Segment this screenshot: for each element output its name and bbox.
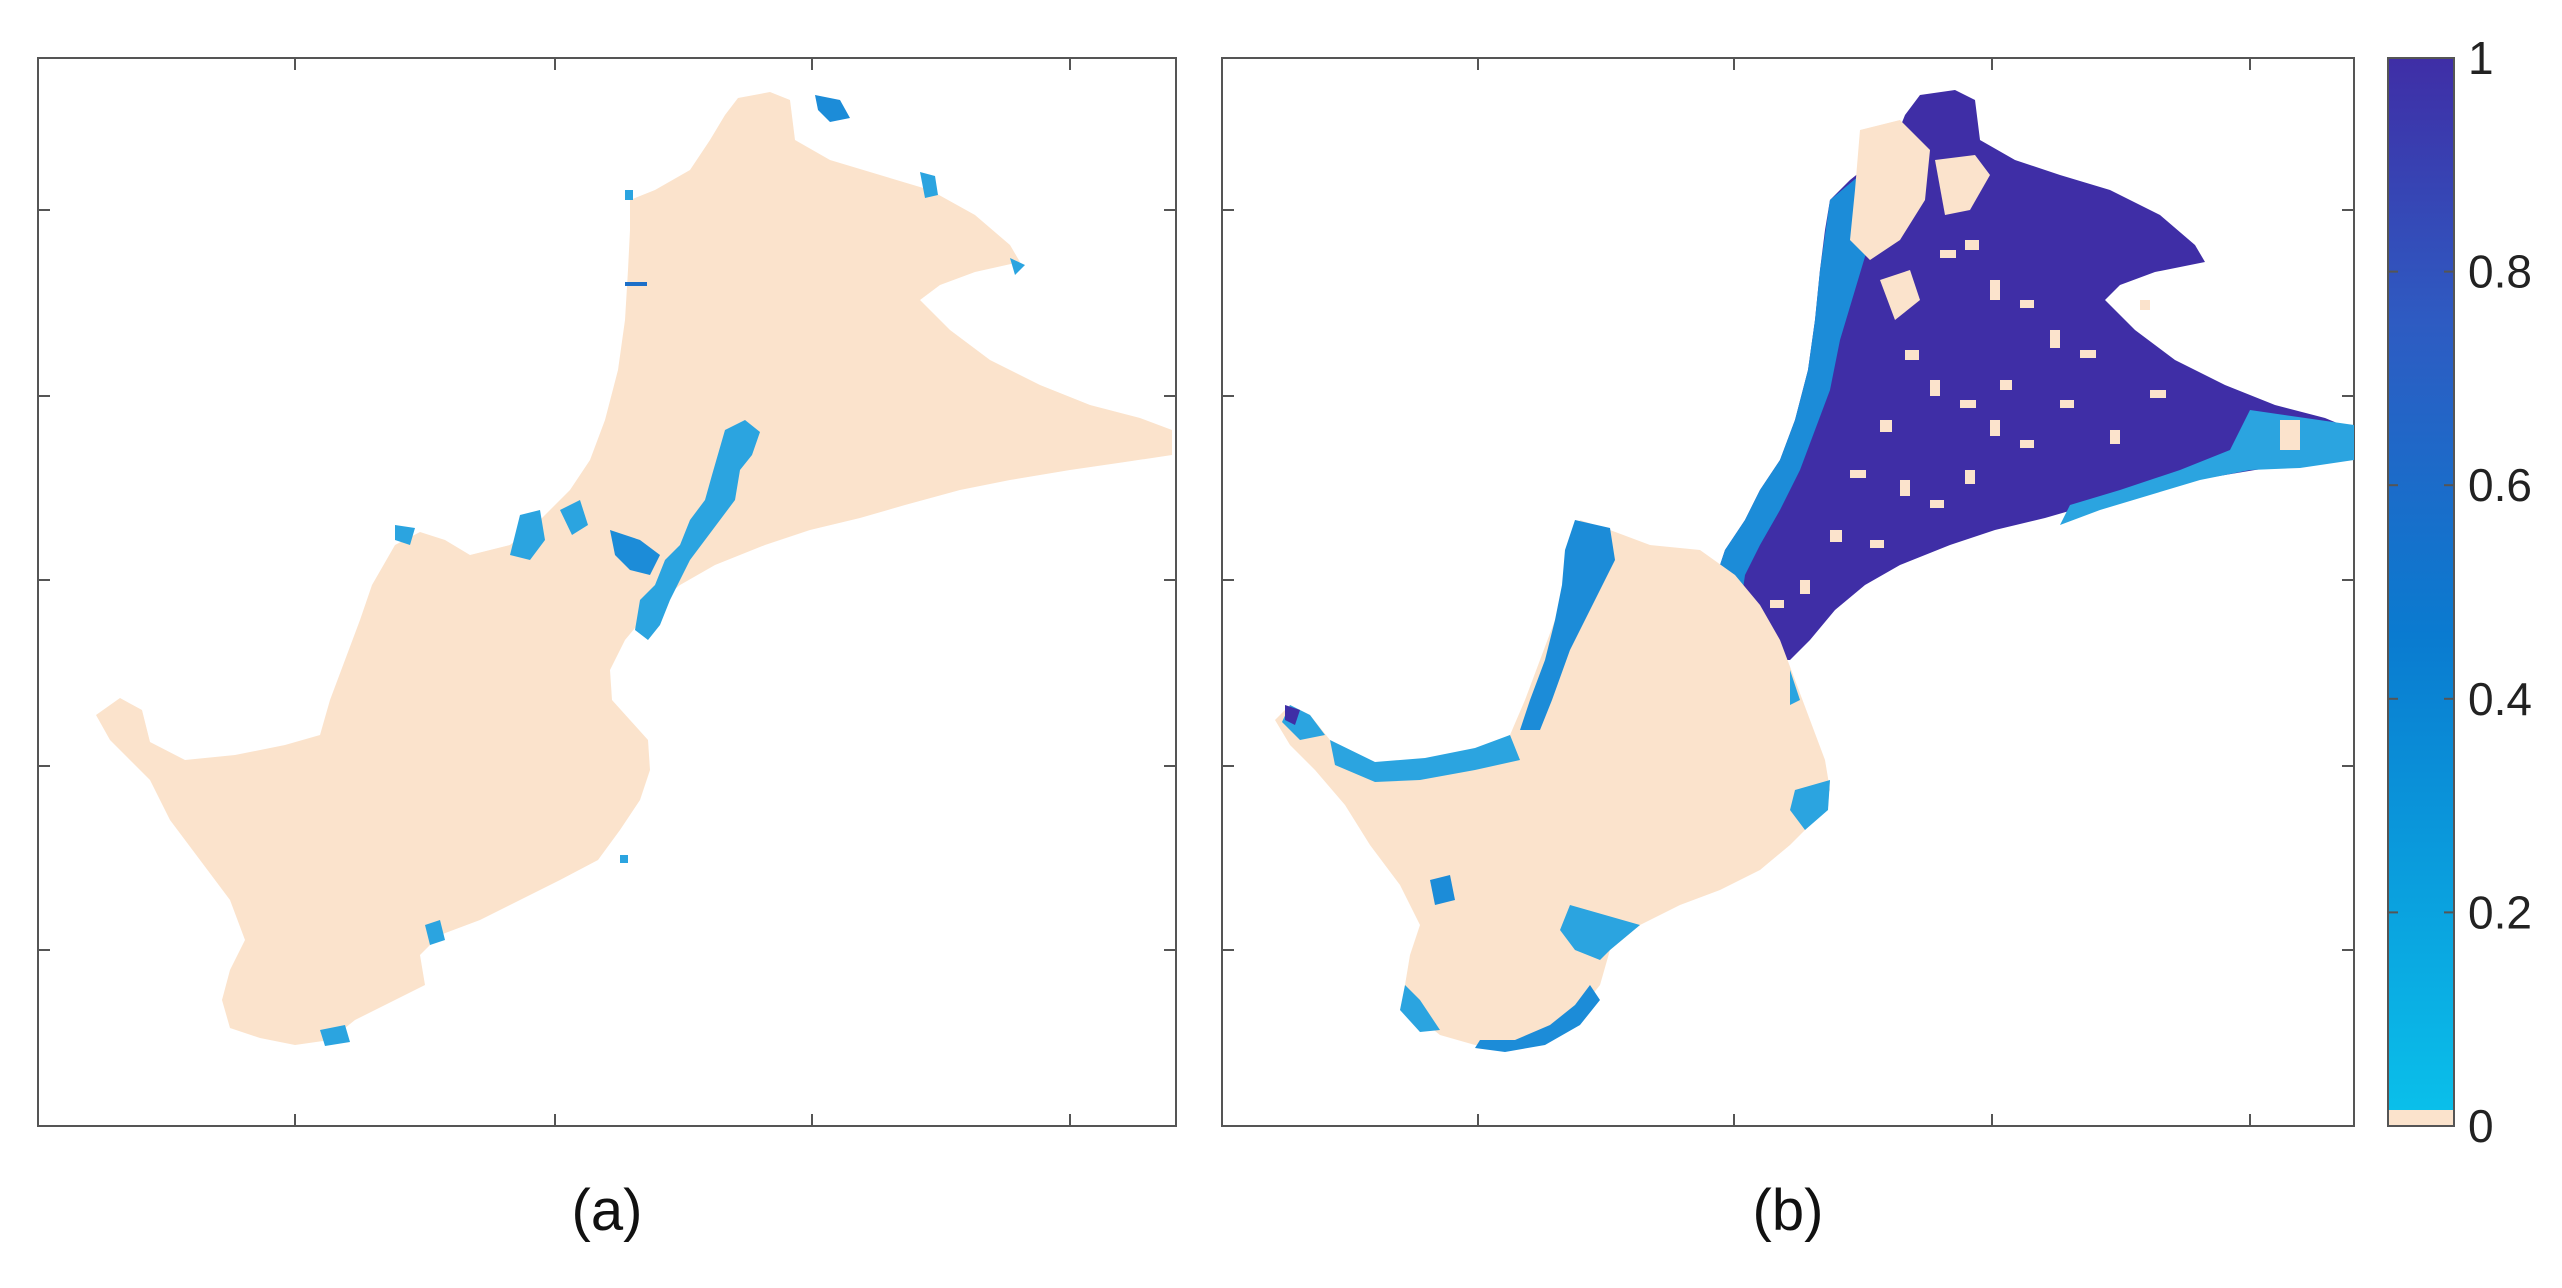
- colorbar-gradient: [2388, 58, 2454, 1110]
- colorbar-tick-label: 0.4: [2468, 673, 2532, 725]
- panel-b: [1221, 57, 2355, 1127]
- colorbar-tick-label: 0.8: [2468, 246, 2532, 298]
- panel-a-label: (a): [572, 1178, 643, 1243]
- colorbar-tick-label: 0.2: [2468, 886, 2532, 938]
- colorbar-tick-label: 1: [2468, 32, 2494, 84]
- colorbar-frame: [2387, 57, 2455, 1127]
- panel-b-southern-flooding: [1282, 520, 1830, 1052]
- colorbar: 0 0.2 0.4 0.6 0.8 1: [2387, 32, 2532, 1152]
- panel-b-land: [1275, 520, 1830, 1045]
- panel-b-label: (b): [1753, 1178, 1824, 1243]
- colorbar-zero-band: [2388, 1110, 2454, 1126]
- colorbar-ticks: 0 0.2 0.4 0.6 0.8 1: [2388, 32, 2532, 1152]
- panel-b-dry-patches: [1770, 120, 2300, 608]
- panel-b-shallow-flood: [1715, 150, 1900, 610]
- colorbar-tick-label: 0: [2468, 1100, 2494, 1152]
- panel-b-ticks: [1222, 58, 2354, 1126]
- panel-a-ticks: [38, 58, 1176, 1126]
- panel-a-flooded-areas: [320, 95, 1025, 1046]
- panel-a: [37, 57, 1177, 1127]
- colorbar-tick-label: 0.6: [2468, 459, 2532, 511]
